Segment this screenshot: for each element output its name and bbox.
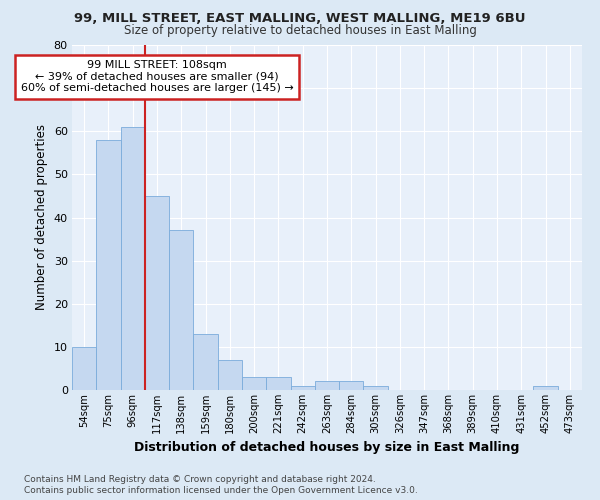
Bar [169,230,193,390]
Text: 99, MILL STREET, EAST MALLING, WEST MALLING, ME19 6BU: 99, MILL STREET, EAST MALLING, WEST MALL… [74,12,526,26]
Bar [315,382,339,390]
Bar [96,140,121,390]
Bar [218,360,242,390]
X-axis label: Distribution of detached houses by size in East Malling: Distribution of detached houses by size … [134,442,520,454]
Bar [242,377,266,390]
Bar [145,196,169,390]
Bar [266,377,290,390]
Text: Contains public sector information licensed under the Open Government Licence v3: Contains public sector information licen… [24,486,418,495]
Bar [339,382,364,390]
Bar [193,334,218,390]
Bar [72,347,96,390]
Y-axis label: Number of detached properties: Number of detached properties [35,124,48,310]
Text: 99 MILL STREET: 108sqm
← 39% of detached houses are smaller (94)
60% of semi-det: 99 MILL STREET: 108sqm ← 39% of detached… [20,60,293,94]
Text: Size of property relative to detached houses in East Malling: Size of property relative to detached ho… [124,24,476,37]
Bar [290,386,315,390]
Bar [121,127,145,390]
Text: Contains HM Land Registry data © Crown copyright and database right 2024.: Contains HM Land Registry data © Crown c… [24,475,376,484]
Bar [364,386,388,390]
Bar [533,386,558,390]
